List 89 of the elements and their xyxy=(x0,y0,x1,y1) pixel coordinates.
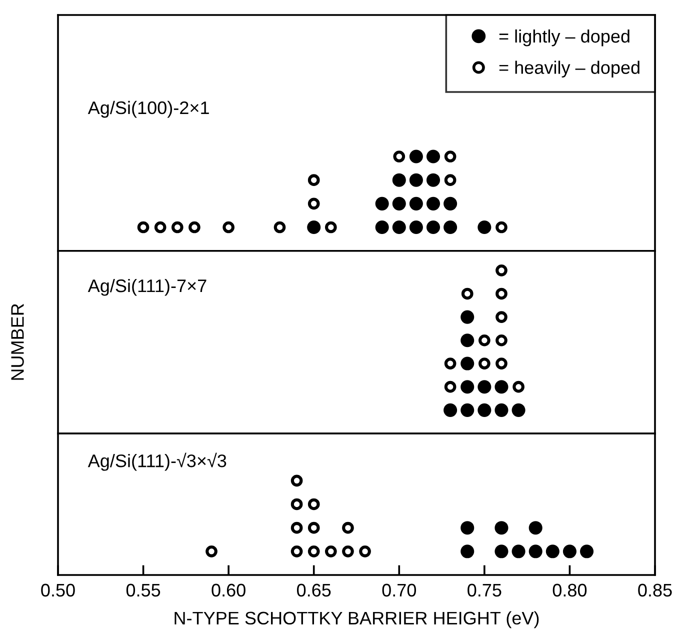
point xyxy=(308,522,320,534)
point xyxy=(426,173,440,187)
point xyxy=(512,380,524,393)
point xyxy=(512,403,526,417)
point xyxy=(392,173,406,187)
legend-label: = heavily – doped xyxy=(499,60,640,78)
point xyxy=(409,173,423,187)
point xyxy=(460,334,474,348)
x-tick-label: 0.55 xyxy=(126,584,160,597)
point xyxy=(496,358,508,370)
point xyxy=(478,403,492,417)
x-tick-label: 0.60 xyxy=(212,584,246,597)
point xyxy=(494,521,508,535)
point xyxy=(171,221,184,234)
point xyxy=(460,380,474,394)
point xyxy=(444,150,456,162)
point xyxy=(290,498,303,510)
point xyxy=(359,545,371,558)
point xyxy=(461,288,474,300)
x-tick-label: 0.65 xyxy=(296,584,331,597)
x-tick-label: 0.75 xyxy=(468,584,502,597)
point xyxy=(444,380,456,393)
chart-title: Ag/Si(100)-2×1 xyxy=(88,100,209,118)
point xyxy=(324,545,337,558)
point xyxy=(308,545,320,558)
point xyxy=(444,403,458,417)
point xyxy=(496,311,508,323)
point xyxy=(460,544,474,558)
point xyxy=(528,521,542,535)
point xyxy=(308,198,320,210)
point xyxy=(409,150,423,164)
point xyxy=(426,220,440,234)
point xyxy=(375,220,389,234)
x-tick-label: 0.70 xyxy=(382,584,416,597)
point xyxy=(307,220,321,234)
point xyxy=(222,221,234,234)
point xyxy=(562,544,576,558)
point xyxy=(478,358,490,370)
point xyxy=(478,334,490,346)
point xyxy=(460,521,474,535)
point xyxy=(308,174,320,186)
point xyxy=(375,196,389,210)
point xyxy=(494,403,508,417)
point xyxy=(528,544,542,558)
point xyxy=(460,356,474,370)
point xyxy=(308,498,320,510)
point xyxy=(392,196,406,210)
point xyxy=(274,221,286,234)
chart-title: Ag/Si(111)-7×7 xyxy=(88,278,206,296)
x-tick-label: 0.85 xyxy=(638,584,672,597)
point xyxy=(496,334,508,346)
point xyxy=(290,474,303,487)
y-axis-title: NUMBER xyxy=(11,304,24,380)
point xyxy=(580,544,594,558)
point xyxy=(342,545,354,558)
point xyxy=(546,544,560,558)
point xyxy=(444,174,456,186)
point xyxy=(496,264,508,276)
point xyxy=(512,544,526,558)
point xyxy=(290,522,303,534)
point xyxy=(478,220,492,234)
point xyxy=(409,220,423,234)
x-axis-title: N-TYPE SCHOTTKY BARRIER HEIGHT (eV) xyxy=(174,611,539,628)
point xyxy=(426,150,440,164)
legend-label: = lightly – doped xyxy=(499,29,630,46)
point xyxy=(444,358,456,370)
point xyxy=(290,545,303,558)
point xyxy=(460,403,474,417)
point xyxy=(444,196,458,210)
point xyxy=(409,196,423,210)
point xyxy=(137,221,150,234)
chart-title: Ag/Si(111)-√3×√3 xyxy=(88,452,226,471)
point xyxy=(496,288,508,300)
point xyxy=(393,150,406,162)
point xyxy=(342,522,354,534)
point xyxy=(426,196,440,210)
point xyxy=(154,221,166,234)
point xyxy=(444,220,458,234)
point xyxy=(478,380,492,394)
point xyxy=(206,545,218,558)
point xyxy=(392,220,406,234)
point xyxy=(324,221,337,234)
point xyxy=(494,380,508,394)
point xyxy=(188,221,200,234)
point xyxy=(496,221,508,234)
x-tick-label: 0.80 xyxy=(552,584,587,597)
point xyxy=(494,544,508,558)
x-tick-label: 0.50 xyxy=(41,584,75,597)
point xyxy=(460,310,474,324)
